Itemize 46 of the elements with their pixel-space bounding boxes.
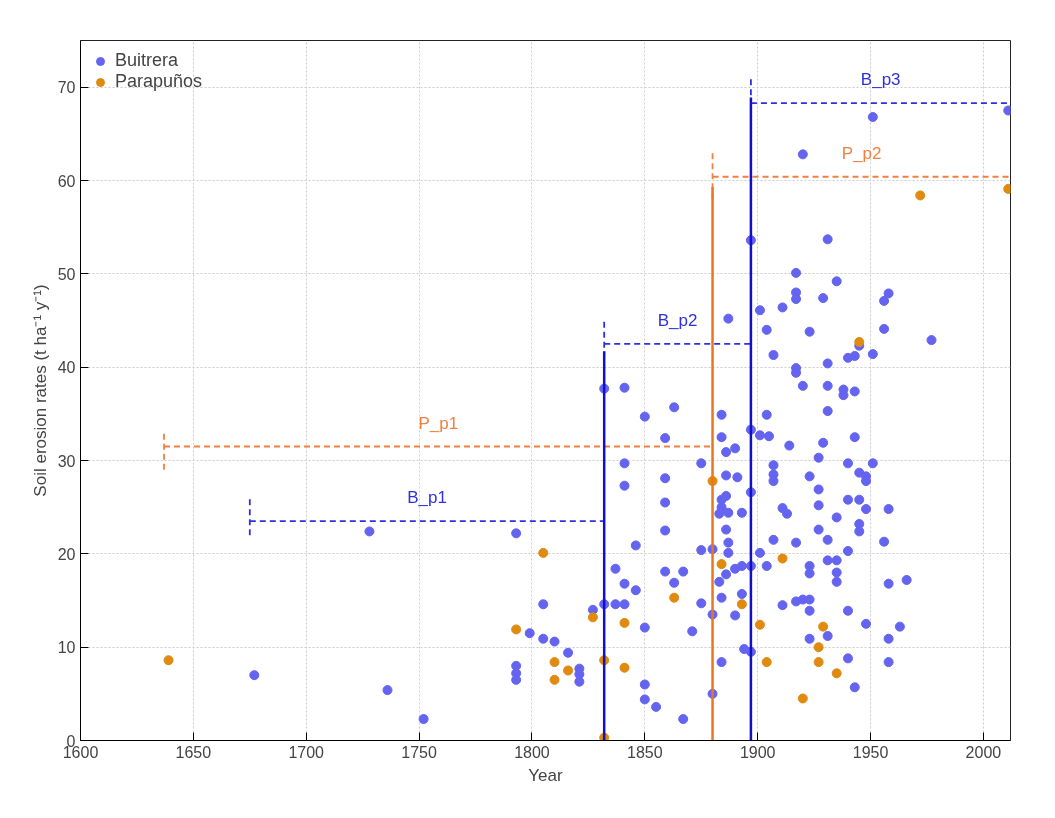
x-axis-title: Year [528,765,564,785]
point [716,559,727,570]
point [669,592,680,603]
x-tick-label: 1950 [852,743,889,761]
point [761,657,772,668]
y-tick-label: 20 [57,545,76,563]
legend-label: Buitrera [115,50,179,71]
series-label: B_p2 [657,310,698,330]
x-tick-label: 1650 [175,743,212,761]
point [777,553,788,564]
legend-label: Parapuños [115,71,203,92]
point [563,665,574,676]
point [619,617,630,628]
point [754,619,765,630]
series-label: B_p1 [407,488,447,508]
point [818,621,829,632]
point [915,190,926,201]
y-tick-label: 40 [57,359,76,377]
y-tick-label: 50 [57,265,76,283]
point [854,336,865,347]
point [813,657,824,668]
point [511,624,522,635]
x-tick-label: 2000 [965,743,1002,761]
x-tick-label: 1800 [514,743,550,761]
point [831,668,842,679]
series-label: P_p1 [418,413,459,433]
y-tick-label: 60 [57,172,76,190]
point [549,657,560,668]
point [736,599,747,610]
x-tick-label: 1750 [401,743,437,761]
point [163,655,174,666]
point [813,642,824,653]
point [619,662,630,673]
series-label: P_p2 [841,143,882,163]
point [538,547,549,558]
y-tick-label: 70 [57,79,76,97]
series-label: B_p3 [860,70,901,90]
point [587,612,598,623]
point [549,674,560,685]
x-tick-label: 1850 [627,743,663,761]
y-axis-title: Soil erosion rates (t ha⁻¹ y⁻¹) [30,284,50,497]
x-tick-label: 1900 [739,743,776,761]
y-tick-label: 30 [57,452,76,470]
y-tick-label: 10 [57,639,76,657]
point [797,693,808,704]
x-tick-label: 1700 [288,743,325,761]
